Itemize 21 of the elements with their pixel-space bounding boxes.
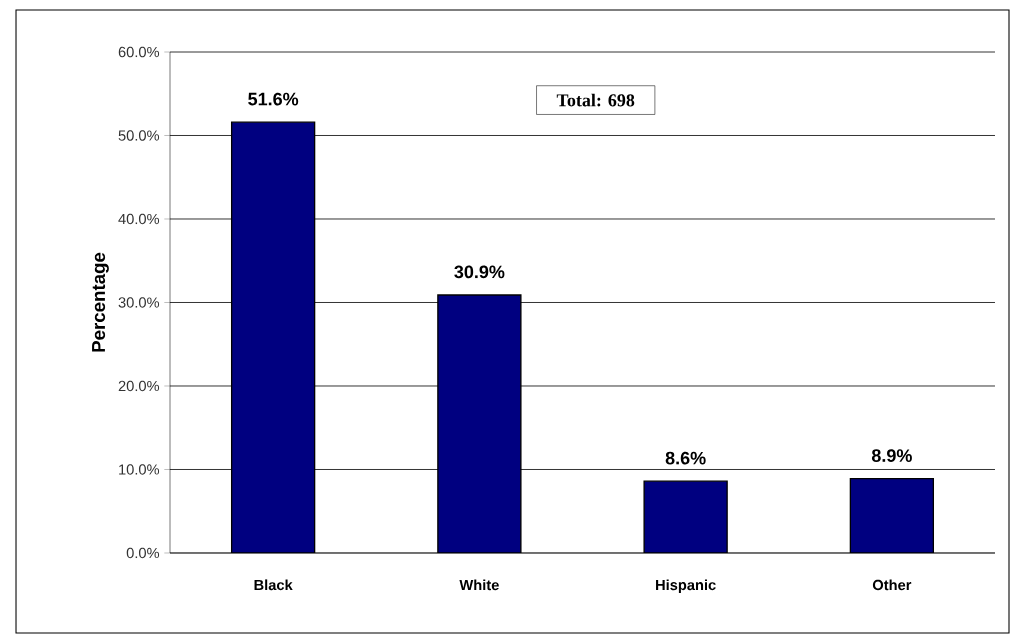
data-label: 51.6% bbox=[248, 92, 299, 106]
bar bbox=[643, 480, 728, 553]
y-tick-label: 50.0% bbox=[118, 130, 160, 141]
y-tick-label: 0.0% bbox=[126, 547, 160, 559]
data-label: 8.9% bbox=[871, 449, 912, 462]
data-label: 8.6% bbox=[665, 451, 706, 465]
bar bbox=[230, 121, 316, 553]
x-tick-label: Black bbox=[254, 579, 293, 591]
bar bbox=[849, 478, 935, 553]
y-tick-label: 20.0% bbox=[118, 380, 160, 392]
y-axis-title: Percentage bbox=[92, 252, 109, 352]
y-tick-label: 10.0% bbox=[119, 464, 160, 475]
bar bbox=[437, 294, 522, 553]
annotation: Total: 698 bbox=[556, 93, 635, 107]
x-tick-label: White bbox=[459, 579, 499, 591]
x-tick-label: Hispanic bbox=[656, 579, 716, 594]
data-label: 30.9% bbox=[454, 265, 505, 279]
y-tick-label: 40.0% bbox=[118, 213, 160, 225]
y-tick-label: 60.0% bbox=[118, 46, 160, 58]
y-tick-label: 30.0% bbox=[118, 297, 160, 308]
x-tick-label: Other bbox=[872, 579, 912, 591]
